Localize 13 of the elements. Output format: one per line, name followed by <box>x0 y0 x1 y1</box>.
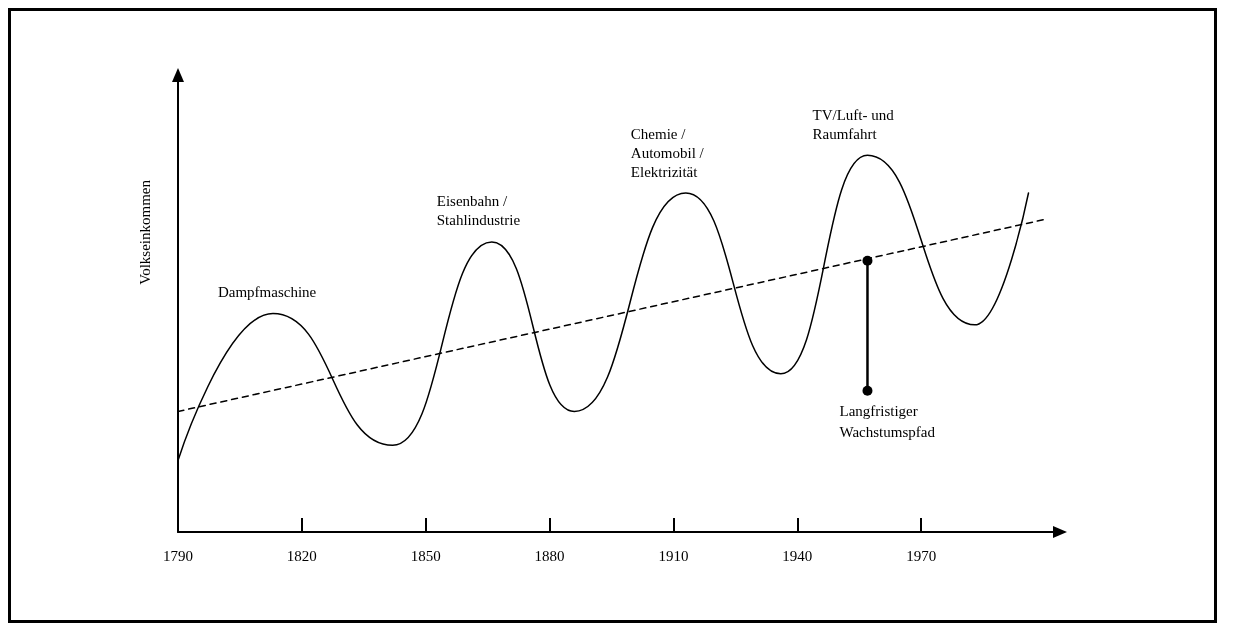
annotation: Langfristiger Wachstumspfad <box>839 403 936 441</box>
annotation: Chemie / Automobil / Elektrizität <box>630 125 705 180</box>
annotation: Dampfmaschine <box>217 284 317 301</box>
annotation: TV/Luft- und Raumfahrt <box>812 106 895 142</box>
x-tick-label: 1790 <box>163 547 193 564</box>
y-axis-title: Volkseinkommen <box>136 179 153 285</box>
x-tick-label: 1850 <box>410 547 441 564</box>
x-tick-label: 1970 <box>906 547 937 564</box>
x-tick-label: 1940 <box>782 547 813 564</box>
x-tick-label: 1910 <box>658 547 689 564</box>
x-tick-label: 1820 <box>286 547 317 564</box>
x-tick-label: 1880 <box>534 547 565 564</box>
annotation: Eisenbahn / Stahlindustrie <box>436 193 521 229</box>
